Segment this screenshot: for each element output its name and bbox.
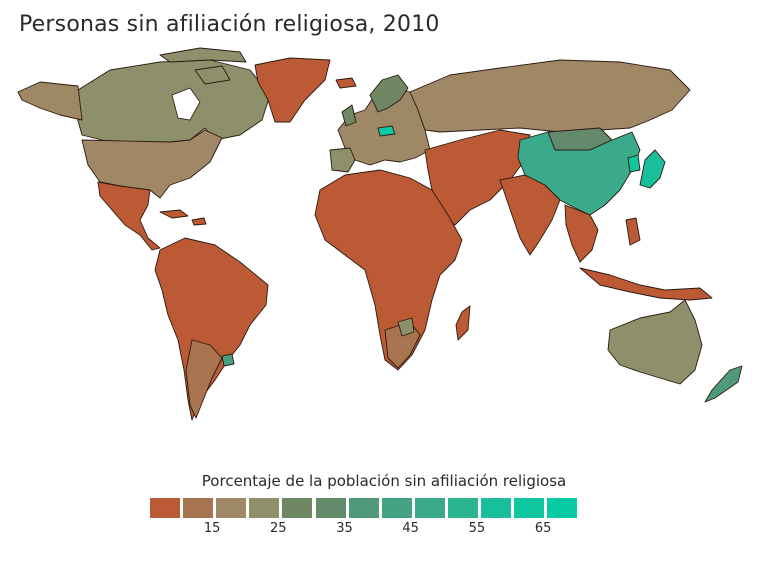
greenland-region: [254, 57, 331, 123]
legend-swatch: [547, 498, 578, 518]
south-america-region: [154, 237, 269, 421]
legend-swatch: [150, 498, 180, 518]
australia-region: [607, 299, 703, 385]
china-region: [517, 131, 641, 216]
uk-region: [341, 104, 357, 127]
korea-region: [627, 154, 641, 173]
philippines-region: [625, 217, 641, 246]
indonesia-region: [579, 267, 713, 301]
russia-region: [409, 59, 691, 133]
botswana-region: [397, 317, 415, 337]
page-title: Personas sin afiliación religiosa, 2010: [19, 12, 440, 37]
southeast-asia-region: [564, 204, 599, 263]
hudson-bay: [171, 87, 201, 121]
legend-swatch: [381, 498, 412, 518]
legend-tick-label: 55: [468, 521, 486, 536]
canada-region: [74, 59, 271, 143]
arctic-islands: [159, 47, 247, 85]
africa-region: [314, 169, 463, 371]
legend-swatch: [514, 498, 545, 518]
legend-tick-label: 35: [336, 521, 353, 536]
legend-swatch: [282, 498, 313, 518]
argentina-region: [185, 339, 223, 419]
iberia-region: [329, 147, 356, 173]
madagascar-region: [455, 305, 471, 341]
legend-tick-label: 45: [402, 521, 419, 536]
legend-swatch: [315, 498, 346, 518]
legend-swatch: [348, 498, 379, 518]
caribbean-islands: [159, 209, 207, 226]
japan-region: [639, 149, 666, 189]
legend-title: Porcentaje de la población sin afiliació…: [201, 472, 567, 490]
legend-tick-label: 15: [203, 521, 221, 536]
scandinavia-region: [369, 74, 409, 113]
legend-swatch: [447, 498, 478, 518]
czech-region: [377, 125, 396, 137]
legend-tick-label: 65: [534, 521, 552, 536]
new-zealand-region: [704, 365, 743, 403]
legend-swatch: [249, 498, 280, 518]
europe-region: [337, 87, 431, 166]
legend-swatch: [481, 498, 511, 518]
iceland-region: [335, 77, 357, 89]
legend-swatch: [183, 498, 214, 518]
alaska-region: [17, 81, 83, 121]
legend-tick-label: 25: [270, 521, 287, 536]
uruguay-region: [221, 353, 235, 367]
legend-swatch: [216, 498, 247, 518]
legend-swatch: [414, 498, 445, 518]
world-map: [17, 47, 743, 421]
mexico-region: [97, 181, 161, 251]
